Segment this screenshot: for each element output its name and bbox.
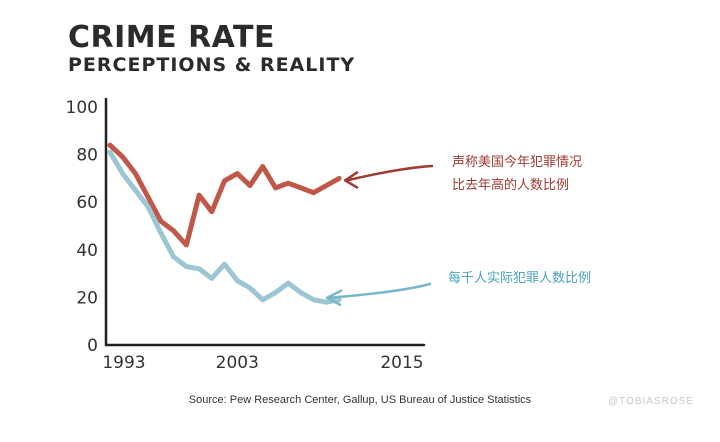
series-label-0: 声称美国今年犯罪情况 (452, 154, 582, 170)
data-point (311, 190, 316, 195)
data-point (171, 254, 176, 259)
arrow-head-0 (343, 171, 359, 189)
data-point (146, 195, 151, 200)
data-point (209, 276, 214, 281)
data-point (273, 185, 278, 190)
y-tick-label: 60 (76, 193, 98, 213)
y-tick-label: 0 (87, 336, 98, 356)
data-point (120, 154, 125, 159)
series-line-0 (107, 142, 342, 248)
annotation-arrow-0 (345, 164, 434, 182)
series-lines (107, 142, 342, 305)
x-tick-label: 2015 (380, 353, 423, 373)
y-tick-label: 20 (76, 288, 98, 308)
data-point (273, 290, 278, 295)
data-point (133, 188, 138, 193)
data-point (235, 171, 240, 176)
data-point (248, 183, 252, 188)
data-point (298, 290, 303, 295)
chart-axes (104, 97, 426, 347)
chart-title: CRIME RATE (68, 20, 276, 55)
series-label-1: 每千人实际犯罪人数比例 (448, 270, 591, 286)
y-tick-label: 40 (76, 241, 98, 261)
data-point (298, 185, 303, 190)
data-point (324, 300, 329, 305)
data-point (260, 164, 265, 169)
data-point (184, 264, 189, 269)
data-point (248, 285, 252, 290)
data-point (158, 219, 163, 224)
data-point (337, 297, 342, 302)
data-point (235, 278, 240, 283)
data-point (184, 243, 189, 248)
y-tick-label: 100 (66, 98, 98, 118)
data-point (108, 150, 112, 155)
tick-labels: 0 20 40 60 80 100 1993 2003 2015 (66, 98, 424, 373)
data-point (197, 193, 202, 198)
data-point (286, 181, 291, 186)
data-point (146, 204, 151, 209)
annotation-arrow-1 (327, 282, 432, 300)
data-point (197, 266, 202, 271)
data-point (260, 297, 265, 302)
data-point (133, 171, 138, 176)
x-tick-label: 1993 (102, 353, 145, 373)
data-point (222, 178, 227, 183)
data-point (311, 297, 316, 302)
source-note: Source: Pew Research Center, Gallup, US … (188, 394, 532, 406)
data-point (120, 171, 125, 176)
arrow-head-1 (325, 289, 343, 307)
series-line-1 (107, 149, 342, 305)
data-point (171, 228, 176, 233)
data-point (222, 262, 227, 267)
series-label-0: 比去年高的人数比例 (452, 177, 569, 193)
data-point (286, 281, 291, 286)
data-point (108, 143, 112, 148)
data-point (158, 231, 163, 236)
y-tick-label: 80 (76, 146, 98, 166)
data-point (324, 183, 329, 188)
data-point (337, 176, 342, 181)
chart-subtitle: PERCEPTIONS & REALITY (68, 54, 356, 76)
watermark: @TOBIASROSE (608, 396, 694, 407)
x-tick-label: 2003 (216, 353, 259, 373)
data-point (209, 209, 214, 214)
